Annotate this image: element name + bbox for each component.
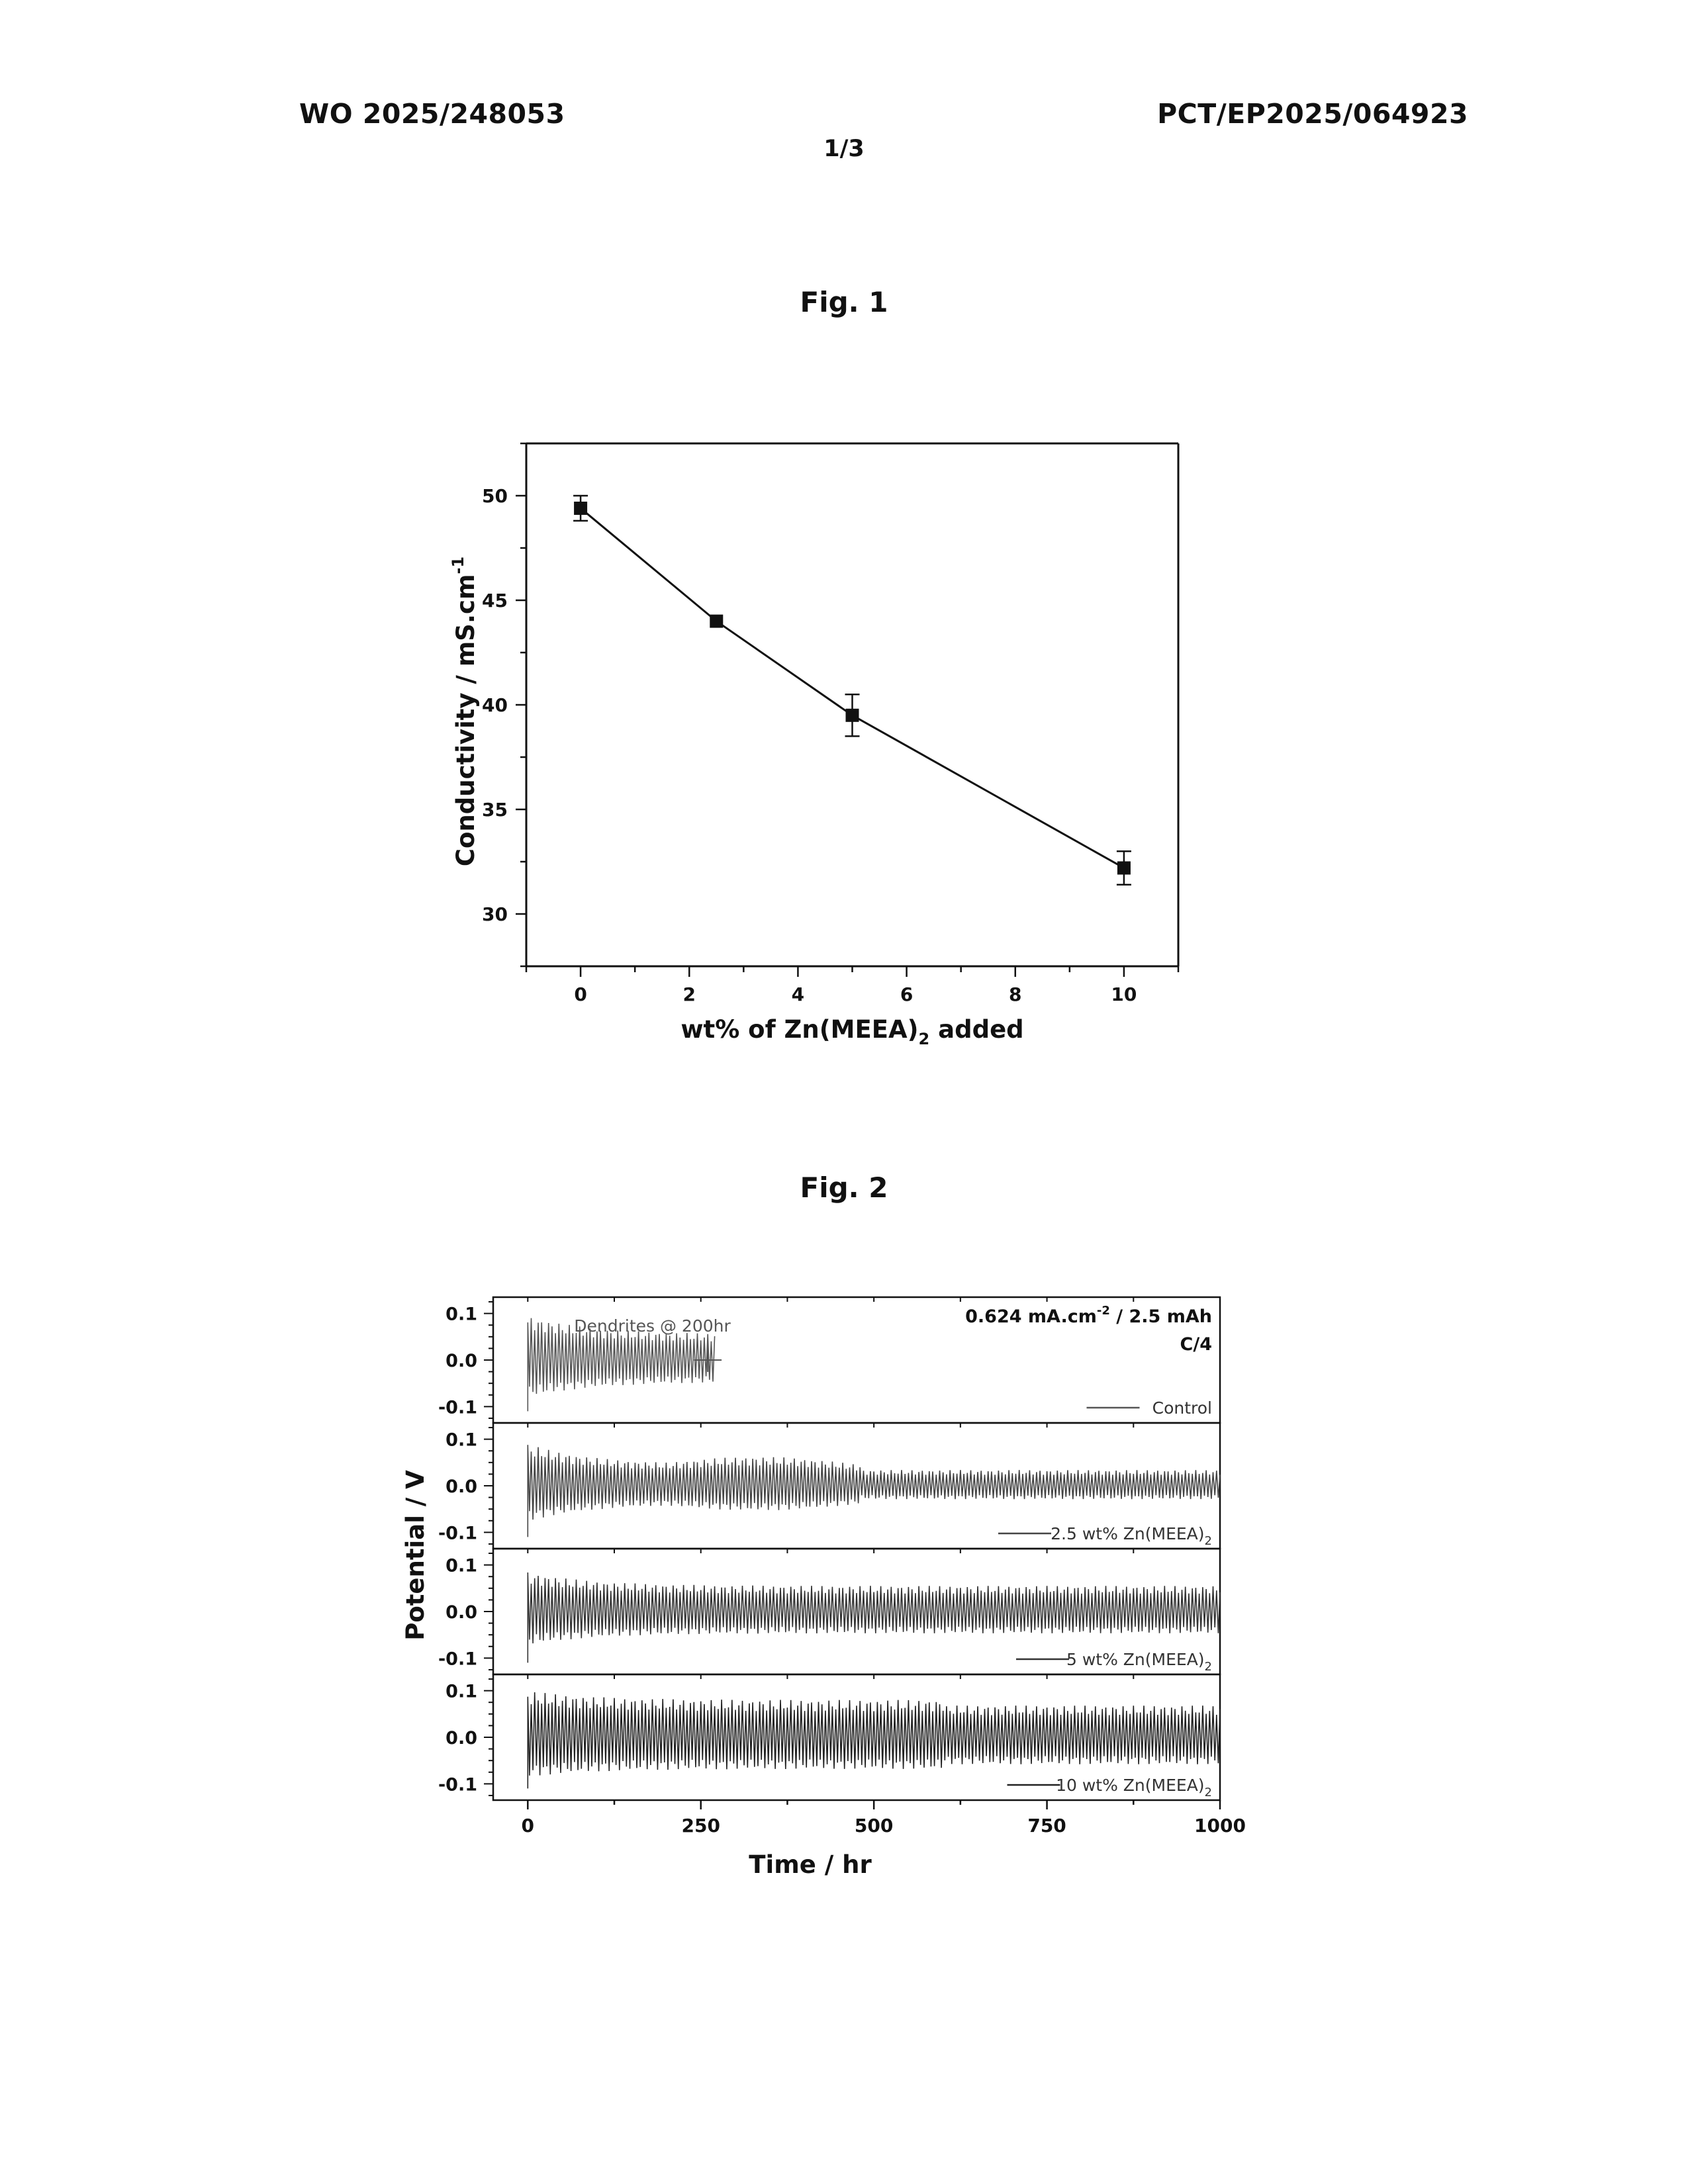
publication-number: WO 2025/248053	[299, 98, 565, 130]
fig2-legend-name: Control	[1152, 1398, 1212, 1418]
page-number: 1/3	[823, 136, 865, 162]
fig2-rate-annotation: 0.624 mA.cm-2 / 2.5 mAh	[965, 1304, 1212, 1327]
application-number: PCT/EP2025/064923	[1157, 98, 1468, 130]
fig2-voltage-trace	[527, 1692, 1221, 1789]
fig2-y-tick-label: 0.0	[445, 1351, 477, 1371]
fig2-y-tick-label: -0.1	[438, 1523, 477, 1543]
fig2-y-tick-label: -0.1	[438, 1649, 477, 1669]
fig2-legend-name: 10 wt% Zn(MEEA)	[1056, 1776, 1204, 1795]
fig2-y-tick-label: 0.1	[445, 1304, 477, 1325]
fig2-crate-annotation: C/4	[1180, 1334, 1212, 1355]
fig2-y-tick-label: 0.0	[445, 1728, 477, 1749]
fig2-dendrite-annotation: Dendrites @ 200hr	[574, 1316, 731, 1336]
fig2-legend-label: 10 wt% Zn(MEEA)2	[1056, 1776, 1212, 1799]
fig2-y-tick-label: 0.1	[445, 1556, 477, 1576]
fig1-data-point	[710, 614, 724, 628]
fig1-x-tick-label: 8	[1009, 983, 1021, 1005]
fig2-legend-label: 2.5 wt% Zn(MEEA)2	[1051, 1524, 1212, 1548]
fig2-legend-name: 2.5 wt% Zn(MEEA)	[1051, 1524, 1204, 1543]
fig2-legend-label: 5 wt% Zn(MEEA)2	[1066, 1650, 1212, 1674]
fig1-data-point	[574, 501, 588, 515]
fig1-y-tick-label: 50	[482, 485, 508, 507]
fig2-rate-main: 0.624 mA.cm	[965, 1306, 1097, 1327]
fig1-x-label-main: wt% of Zn(MEEA)	[680, 1015, 918, 1044]
fig1-x-tick-label: 2	[683, 983, 696, 1005]
fig2-y-tick-label: 0.1	[445, 1430, 477, 1451]
fig2-chart: 0.1 0.0 -0.1 Dendrites @ 200hr Control 0.1 0.0…	[401, 1296, 1246, 1879]
fig2-y-tick-label: -0.1	[438, 1397, 477, 1418]
fig1-y-tick-label: 35	[482, 799, 508, 821]
fig2-voltage-trace	[527, 1318, 716, 1412]
fig1-y-tick-label: 30	[482, 903, 508, 925]
fig1-series-line	[580, 507, 1125, 869]
fig1-x-tick-label: 0	[574, 983, 586, 1005]
fig2-legend-label: Control	[1152, 1398, 1212, 1418]
fig1-y-label-sup: -1	[449, 557, 467, 574]
fig2-legend-sub: 2	[1205, 1786, 1212, 1799]
fig2-voltage-trace	[527, 1572, 1221, 1663]
fig2-legend-sub: 2	[1205, 1660, 1212, 1674]
fig2-y-tick-label: 0.1	[445, 1682, 477, 1702]
fig1-x-tick-label: 4	[792, 983, 804, 1005]
fig1-x-label-tail: added	[929, 1015, 1023, 1044]
fig2-panel: 0.1 0.0 -0.1 5 wt% Zn(MEEA)2	[438, 1547, 1221, 1676]
fig1-y-tick-label: 45	[482, 590, 508, 612]
fig2-panel: 0.1 0.0 -0.1 2.5 wt% Zn(MEEA)2	[438, 1422, 1221, 1550]
fig2-y-tick-label: -0.1	[438, 1774, 477, 1795]
fig2-x-label: Time / hr	[749, 1850, 872, 1879]
figure-1-title: Fig. 1	[800, 286, 888, 318]
figure-2-title: Fig. 2	[800, 1171, 888, 1204]
fig1-y-tick-label: 40	[482, 694, 508, 716]
fig1-y-label-main: Conductivity / mS.cm	[451, 574, 480, 867]
fig2-rate-sup: -2	[1097, 1304, 1110, 1318]
fig2-panel: 0.1 0.0 -0.1 10 wt% Zn(MEEA)2	[438, 1673, 1221, 1801]
fig2-x-tick-label: 0	[522, 1815, 534, 1837]
fig2-legend-sub: 2	[1205, 1534, 1212, 1548]
fig1-x-label: wt% of Zn(MEEA)2 added	[680, 1015, 1023, 1048]
fig2-x-tick-label: 250	[681, 1815, 720, 1837]
fig2-x-tick-label: 1000	[1194, 1815, 1246, 1837]
fig1-x-tick-label: 6	[900, 983, 913, 1005]
fig1-x-label-sub: 2	[919, 1030, 930, 1048]
fig2-legend-name: 5 wt% Zn(MEEA)	[1066, 1650, 1205, 1669]
fig2-x-tick-label: 750	[1027, 1815, 1066, 1837]
fig1-x-tick-label: 10	[1111, 983, 1137, 1005]
fig2-y-label: Potential / V	[401, 1470, 430, 1641]
fig2-y-tick-label: 0.0	[445, 1602, 477, 1623]
fig2-rate-tail: / 2.5 mAh	[1110, 1306, 1212, 1327]
fig1-y-label: Conductivity / mS.cm-1	[449, 557, 480, 866]
fig2-x-tick-label: 500	[855, 1815, 893, 1837]
fig1-data-point	[1117, 861, 1131, 875]
fig2-voltage-trace	[527, 1445, 1221, 1537]
fig2-y-tick-label: 0.0	[445, 1477, 477, 1497]
fig2-panel: 0.1 0.0 -0.1 Dendrites @ 200hr Control	[438, 1296, 1221, 1424]
fig1-data-point	[845, 708, 859, 722]
